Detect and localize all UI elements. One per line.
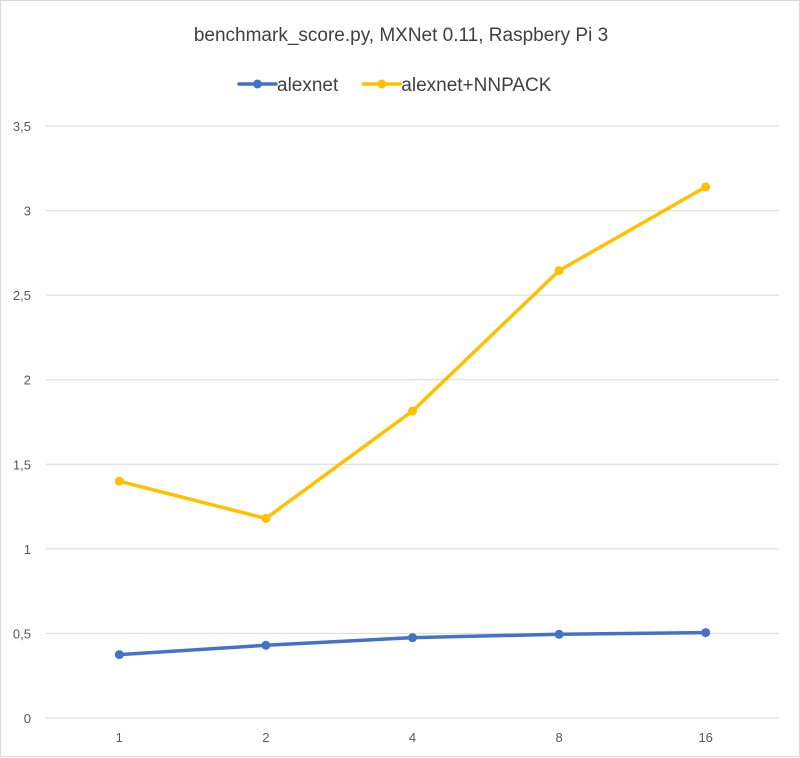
x-tick-label: 8	[555, 730, 562, 745]
data-point	[408, 406, 417, 416]
y-tick-label: 1,5	[13, 457, 31, 472]
grid	[46, 125, 779, 719]
y-tick-label: 1	[24, 542, 31, 557]
x-tick-label: 2	[262, 730, 269, 745]
data-point	[701, 628, 711, 638]
y-tick-label: 3	[24, 204, 31, 219]
data-point	[261, 640, 271, 650]
data-point	[114, 476, 124, 486]
y-tick-label: 2	[24, 373, 31, 388]
data-point	[261, 513, 271, 523]
y-tick-label: 2,5	[13, 288, 31, 303]
legend-marker-0	[253, 79, 262, 89]
legend-marker-1	[377, 79, 387, 89]
data-point	[554, 629, 564, 639]
x-tick-label: 4	[409, 730, 416, 745]
data-point	[408, 633, 417, 643]
y-tick-label: 0	[24, 711, 31, 726]
x-axis: 1 2 4 8 16	[116, 730, 713, 745]
legend: alexnet alexnet+NNPACK	[237, 75, 552, 96]
data-point	[554, 266, 564, 276]
y-tick-label: 0,5	[13, 626, 31, 641]
legend-label-0: alexnet	[277, 75, 339, 96]
chart-title: benchmark_score.py, MXNet 0.11, Raspbery…	[194, 25, 608, 46]
x-tick-label: 1	[116, 730, 123, 745]
y-tick-label: 3,5	[13, 119, 31, 134]
x-tick-label: 16	[698, 730, 712, 745]
y-axis: 0 0,5 1 1,5 2 2,5 3 3,5	[13, 119, 31, 726]
legend-label-1: alexnet+NNPACK	[401, 75, 551, 96]
data-point	[114, 650, 124, 660]
data-point	[701, 182, 711, 192]
series-line-1	[117, 185, 708, 521]
series-group	[114, 182, 711, 660]
